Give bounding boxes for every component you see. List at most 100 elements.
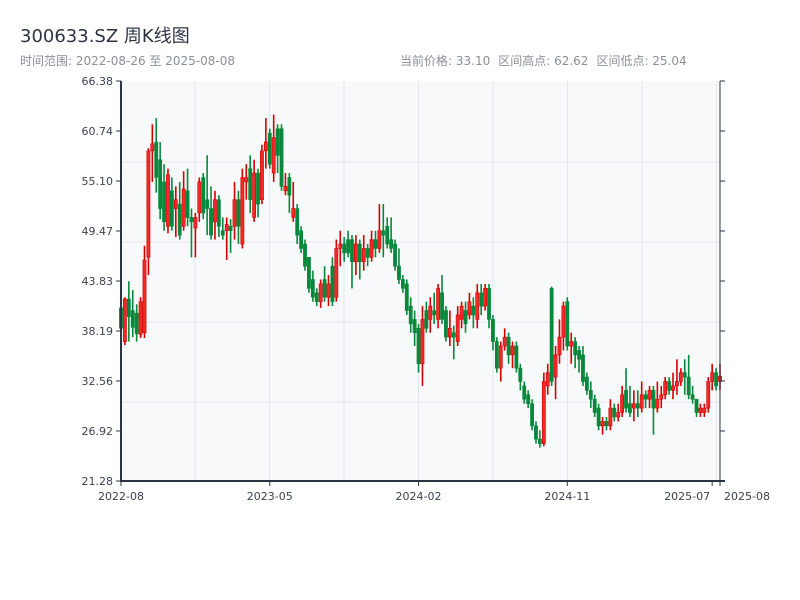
candle bbox=[569, 332, 574, 364]
candle-body bbox=[322, 279, 327, 298]
candle-body bbox=[483, 288, 487, 307]
candle-body bbox=[581, 354, 585, 382]
candle-body bbox=[612, 407, 617, 418]
candle bbox=[256, 168, 260, 218]
y-tick-label: 26.92 bbox=[82, 425, 114, 438]
candle bbox=[651, 385, 656, 435]
candle bbox=[197, 177, 202, 222]
candle-body bbox=[659, 394, 664, 400]
candle-body bbox=[291, 208, 296, 218]
candle bbox=[389, 217, 394, 253]
candle-body bbox=[283, 186, 288, 192]
candle bbox=[518, 363, 523, 391]
candle-body bbox=[667, 381, 672, 391]
candle-body bbox=[205, 199, 210, 209]
x-tick-label: 2023-05 bbox=[247, 490, 293, 503]
candle-body bbox=[240, 177, 245, 245]
candle bbox=[671, 372, 675, 400]
candle bbox=[471, 297, 476, 329]
candle-body bbox=[447, 327, 452, 338]
candle bbox=[267, 128, 272, 169]
candle bbox=[541, 372, 546, 447]
candle bbox=[236, 190, 241, 245]
candle-body bbox=[295, 208, 300, 236]
candle-body bbox=[498, 345, 503, 369]
candle-body bbox=[279, 128, 284, 187]
candle bbox=[635, 390, 640, 417]
candle bbox=[385, 217, 390, 249]
y-tick-label: 66.38 bbox=[82, 75, 114, 88]
candle bbox=[393, 239, 397, 271]
candle-body bbox=[530, 403, 534, 427]
candle bbox=[373, 230, 378, 258]
candle-body bbox=[369, 239, 374, 258]
candle bbox=[158, 142, 163, 220]
candle bbox=[142, 245, 147, 339]
candle-body bbox=[698, 407, 703, 413]
candle-body bbox=[459, 305, 464, 320]
candle-body bbox=[224, 224, 229, 232]
candle bbox=[444, 306, 448, 342]
candle bbox=[209, 186, 213, 240]
candle-body bbox=[365, 248, 370, 258]
candle bbox=[169, 177, 174, 231]
candle bbox=[173, 186, 178, 237]
candle bbox=[185, 168, 190, 227]
x-tick-label: 2024-11 bbox=[544, 490, 590, 503]
candle-body bbox=[232, 199, 237, 227]
candle-body bbox=[146, 150, 151, 258]
candle bbox=[643, 390, 648, 409]
candle-body bbox=[236, 199, 241, 227]
candle-body bbox=[209, 208, 213, 236]
candle-body bbox=[647, 390, 652, 400]
candle bbox=[154, 118, 159, 193]
candle-body bbox=[467, 301, 472, 316]
candle bbox=[678, 368, 683, 386]
candle-body bbox=[577, 350, 581, 360]
candle-body bbox=[678, 372, 683, 382]
candle-body bbox=[193, 217, 198, 229]
candle bbox=[655, 381, 660, 413]
candle bbox=[166, 168, 170, 234]
candle-body bbox=[169, 190, 174, 227]
candle-body bbox=[604, 421, 609, 427]
candle bbox=[545, 363, 550, 395]
candle bbox=[412, 310, 417, 347]
candle-body bbox=[651, 390, 656, 409]
candle-body bbox=[569, 341, 574, 347]
x-tick-label: 2022-08 bbox=[98, 490, 144, 503]
candle-body bbox=[173, 199, 178, 209]
candle-body bbox=[338, 243, 343, 249]
chart-title: 300633.SZ 周K线图 bbox=[20, 26, 190, 47]
candle-body bbox=[561, 305, 566, 338]
candle bbox=[561, 301, 566, 351]
candle-body bbox=[201, 177, 206, 214]
candle bbox=[686, 354, 691, 400]
candle-body bbox=[299, 230, 303, 249]
candle bbox=[682, 359, 687, 395]
candle bbox=[530, 399, 534, 431]
candle-body bbox=[330, 265, 335, 302]
candle-body bbox=[671, 385, 675, 391]
candle-body bbox=[256, 172, 260, 205]
candle-body bbox=[682, 372, 687, 378]
candle bbox=[706, 377, 711, 413]
period-high: 区间高点: 62.62 bbox=[498, 54, 589, 68]
candle bbox=[459, 301, 464, 329]
candle-body bbox=[592, 398, 597, 413]
candle bbox=[710, 363, 715, 391]
candle-body bbox=[444, 310, 448, 338]
candle bbox=[248, 155, 253, 213]
candle-body bbox=[166, 174, 170, 227]
candle bbox=[307, 257, 311, 293]
candle bbox=[510, 341, 515, 369]
candle bbox=[346, 230, 350, 258]
candle bbox=[232, 181, 237, 240]
candle-body bbox=[177, 203, 182, 236]
candle bbox=[181, 171, 186, 231]
candle-body bbox=[134, 312, 139, 334]
candle-body bbox=[686, 376, 691, 396]
candle bbox=[663, 377, 668, 400]
candle bbox=[400, 275, 405, 293]
candle bbox=[447, 310, 452, 347]
